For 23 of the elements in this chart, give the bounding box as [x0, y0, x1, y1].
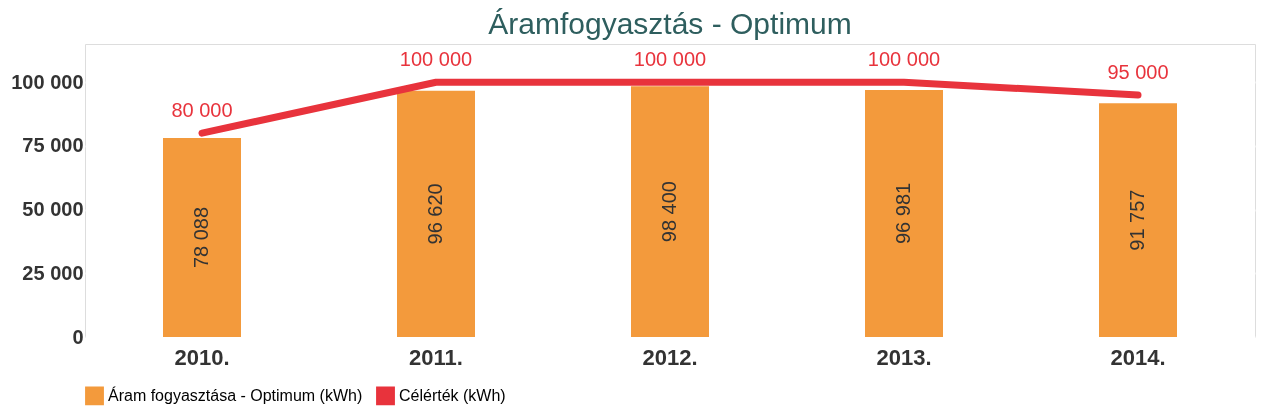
data-label: 100 000	[399, 48, 473, 71]
data-label: 98 400	[658, 181, 680, 243]
data-label: 100 000	[867, 48, 941, 71]
x-tick-label: 2014.	[1110, 344, 1166, 370]
data-label: 78 088	[190, 206, 212, 269]
y-tick-label: 100 000	[11, 70, 84, 93]
x-tick-label: 2010.	[174, 344, 230, 370]
y-tick-label: 50 000	[22, 198, 84, 221]
legend-label: Áram fogyasztása - Optimum (kWh)	[108, 385, 363, 404]
x-tick-label: 2013.	[876, 344, 932, 370]
legend-label: Célérték (kWh)	[399, 386, 506, 404]
data-label: 80 000	[171, 99, 233, 122]
chart-title: Áramfogyasztás - Optimum	[488, 7, 852, 40]
y-tick-label: 0	[72, 325, 84, 348]
x-tick-label: 2011.	[409, 344, 463, 370]
data-label: 100 000	[633, 48, 707, 71]
y-tick-label: 25 000	[22, 261, 84, 284]
data-label: 95 000	[1107, 60, 1169, 83]
y-tick-label: 75 000	[22, 134, 84, 157]
data-label: 96 981	[892, 182, 914, 245]
data-label: 96 620	[424, 183, 446, 245]
data-label: 91 757	[1126, 189, 1148, 251]
x-tick-label: 2012.	[642, 344, 698, 370]
